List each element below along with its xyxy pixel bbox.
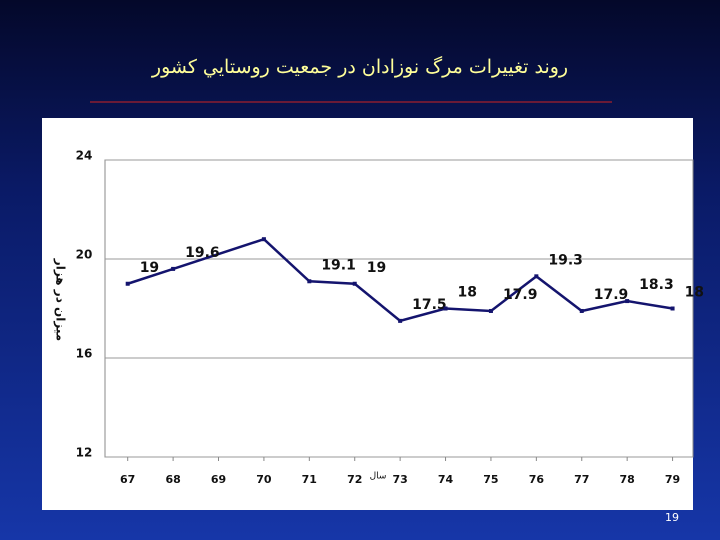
x-tick-label: 69 — [211, 473, 226, 486]
data-label: 19.6 — [185, 245, 220, 261]
data-point — [398, 318, 403, 323]
data-line — [127, 237, 673, 323]
x-tick-label: 75 — [483, 473, 498, 486]
y-tick-label: 20 — [76, 248, 93, 262]
x-axis-label: سال — [370, 472, 387, 482]
data-label: 18 — [685, 285, 704, 301]
x-tick-label: 76 — [529, 473, 545, 486]
x-tick-label: 68 — [165, 473, 180, 486]
data-label: 19 — [367, 260, 386, 276]
y-tick-label: 12 — [76, 446, 93, 460]
x-tick-label: 79 — [665, 473, 680, 486]
data-label: 17.5 — [412, 297, 447, 313]
data-point — [125, 281, 130, 286]
x-tick-label: 78 — [620, 473, 635, 486]
data-label: 17.9 — [594, 287, 629, 303]
y-tick-label: 24 — [76, 149, 93, 163]
x-tick-label: 77 — [574, 473, 589, 486]
data-label: 18 — [458, 285, 477, 301]
data-point — [670, 306, 675, 311]
x-tick-label: 72 — [347, 473, 362, 486]
data-point — [579, 308, 584, 313]
data-point — [534, 274, 539, 279]
data-label: 18.3 — [639, 277, 674, 293]
data-point — [261, 237, 266, 242]
slide-title: روند تغييرات مرگ نوزادان در جمعيت روستاي… — [151, 55, 568, 78]
data-point — [625, 299, 630, 304]
y-axis-label: ميزان در هزار — [54, 258, 68, 341]
y-tick-label: 16 — [76, 347, 93, 361]
x-tick-label: 71 — [302, 473, 317, 486]
data-point — [443, 306, 448, 311]
x-tick-label: 67 — [120, 473, 135, 486]
data-label: 19.1 — [321, 257, 356, 273]
data-point — [171, 266, 176, 271]
data-point — [488, 308, 493, 313]
data-point — [352, 281, 357, 286]
x-tick-label: 70 — [256, 473, 272, 486]
x-tick-label: 74 — [438, 473, 454, 486]
chart-panel — [42, 118, 693, 510]
data-label: 17.9 — [503, 287, 538, 303]
data-label: 19 — [140, 260, 159, 276]
page-number: 19 — [665, 511, 679, 524]
data-point — [307, 279, 312, 284]
data-label: 19.3 — [548, 252, 583, 268]
x-tick-label: 73 — [392, 473, 407, 486]
